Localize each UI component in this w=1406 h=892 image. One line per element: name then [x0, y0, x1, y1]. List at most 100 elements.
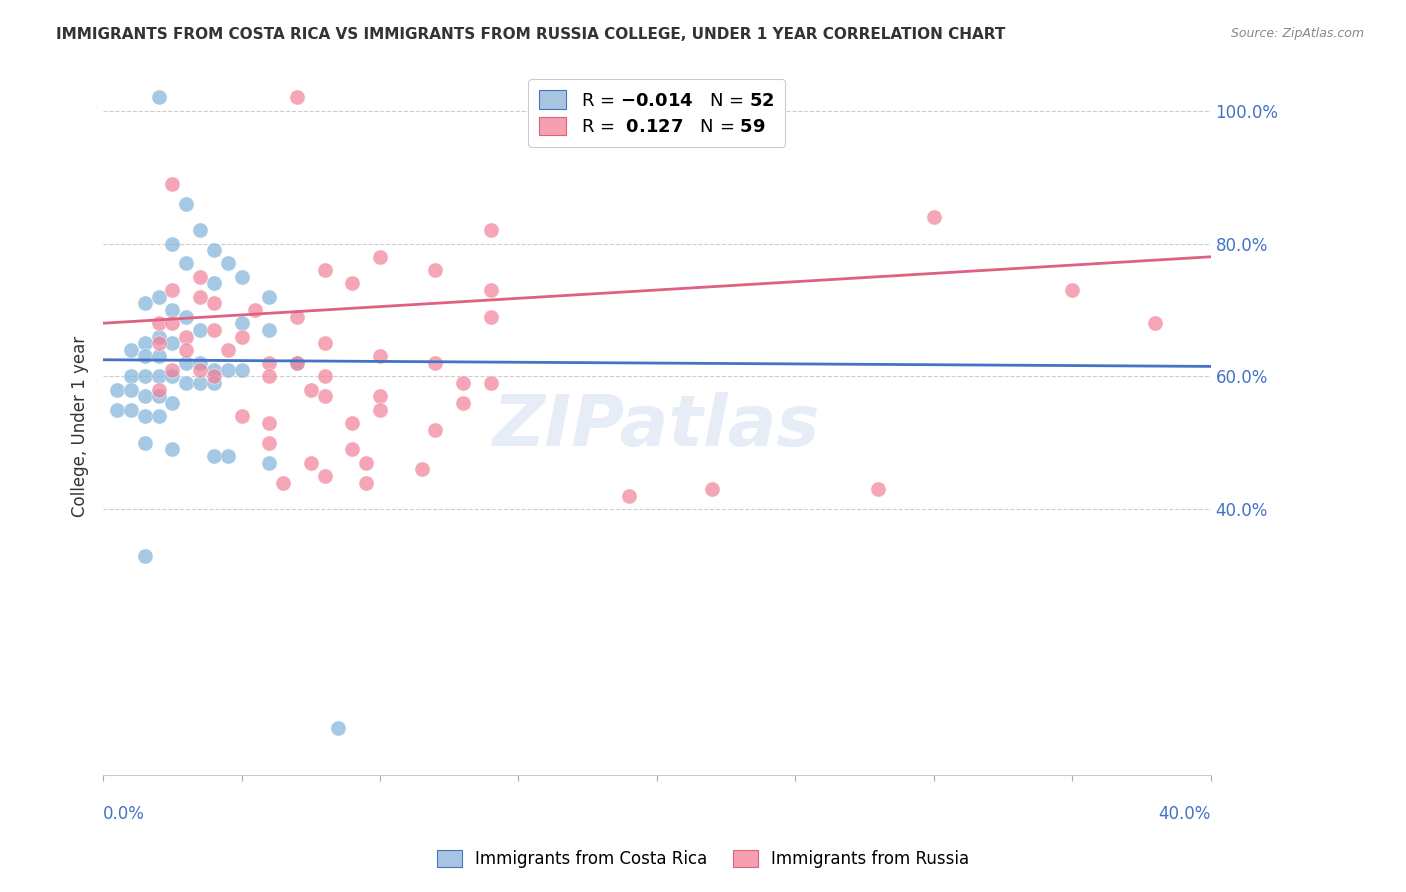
Point: [231, 329, 253, 343]
Point: [342, 442, 364, 457]
Point: [479, 223, 502, 237]
Point: [120, 383, 142, 397]
Point: [148, 290, 170, 304]
Point: [259, 369, 281, 384]
Point: [451, 396, 474, 410]
Point: [479, 376, 502, 390]
Point: [174, 310, 197, 324]
Point: [202, 362, 225, 376]
Point: [148, 90, 170, 104]
Point: [162, 336, 184, 351]
Point: [922, 210, 945, 224]
Point: [105, 402, 128, 417]
Text: 40.0%: 40.0%: [1159, 805, 1211, 823]
Point: [368, 350, 391, 364]
Text: ZIPatlas: ZIPatlas: [494, 392, 821, 460]
Point: [188, 290, 211, 304]
Point: [134, 435, 156, 450]
Point: [162, 396, 184, 410]
Point: [148, 329, 170, 343]
Point: [162, 236, 184, 251]
Point: [259, 456, 281, 470]
Point: [285, 90, 308, 104]
Point: [1062, 283, 1084, 297]
Point: [188, 362, 211, 376]
Point: [425, 423, 447, 437]
Point: [202, 277, 225, 291]
Point: [368, 389, 391, 403]
Point: [314, 469, 336, 483]
Point: [368, 402, 391, 417]
Point: [479, 310, 502, 324]
Point: [259, 323, 281, 337]
Text: Source: ZipAtlas.com: Source: ZipAtlas.com: [1230, 27, 1364, 40]
Point: [245, 302, 267, 317]
Point: [314, 336, 336, 351]
Point: [259, 290, 281, 304]
Point: [162, 302, 184, 317]
Point: [162, 177, 184, 191]
Point: [134, 350, 156, 364]
Point: [354, 456, 377, 470]
Point: [120, 402, 142, 417]
Point: [174, 376, 197, 390]
Point: [451, 376, 474, 390]
Point: [354, 475, 377, 490]
Point: [231, 316, 253, 330]
Point: [259, 356, 281, 370]
Point: [174, 256, 197, 270]
Point: [134, 409, 156, 424]
Point: [148, 369, 170, 384]
Point: [174, 329, 197, 343]
Point: [231, 409, 253, 424]
Point: [148, 316, 170, 330]
Point: [217, 449, 239, 463]
Point: [188, 223, 211, 237]
Point: [188, 269, 211, 284]
Point: [479, 283, 502, 297]
Point: [162, 442, 184, 457]
Point: [314, 369, 336, 384]
Point: [702, 483, 724, 497]
Point: [285, 356, 308, 370]
Y-axis label: College, Under 1 year: College, Under 1 year: [72, 335, 89, 516]
Point: [105, 383, 128, 397]
Point: [148, 350, 170, 364]
Point: [202, 449, 225, 463]
Point: [368, 250, 391, 264]
Point: [299, 456, 322, 470]
Point: [1144, 316, 1167, 330]
Point: [120, 343, 142, 357]
Text: 0.0%: 0.0%: [103, 805, 145, 823]
Point: [619, 489, 641, 503]
Legend: R = $\bf{-0.014}$   N = $\bf{52}$, R =  $\bf{0.127}$   N = $\bf{59}$: R = $\bf{-0.014}$ N = $\bf{52}$, R = $\b…: [529, 79, 786, 147]
Point: [259, 416, 281, 430]
Point: [425, 263, 447, 277]
Point: [285, 356, 308, 370]
Point: [174, 196, 197, 211]
Point: [868, 483, 890, 497]
Point: [188, 356, 211, 370]
Point: [134, 549, 156, 563]
Point: [231, 269, 253, 284]
Legend: Immigrants from Costa Rica, Immigrants from Russia: Immigrants from Costa Rica, Immigrants f…: [430, 843, 976, 875]
Point: [217, 343, 239, 357]
Point: [148, 336, 170, 351]
Point: [174, 356, 197, 370]
Point: [299, 383, 322, 397]
Point: [217, 256, 239, 270]
Point: [425, 356, 447, 370]
Point: [217, 362, 239, 376]
Point: [285, 310, 308, 324]
Point: [188, 323, 211, 337]
Point: [162, 362, 184, 376]
Point: [314, 389, 336, 403]
Point: [174, 343, 197, 357]
Point: [162, 369, 184, 384]
Point: [202, 369, 225, 384]
Point: [202, 376, 225, 390]
Text: IMMIGRANTS FROM COSTA RICA VS IMMIGRANTS FROM RUSSIA COLLEGE, UNDER 1 YEAR CORRE: IMMIGRANTS FROM COSTA RICA VS IMMIGRANTS…: [56, 27, 1005, 42]
Point: [231, 362, 253, 376]
Point: [342, 416, 364, 430]
Point: [148, 409, 170, 424]
